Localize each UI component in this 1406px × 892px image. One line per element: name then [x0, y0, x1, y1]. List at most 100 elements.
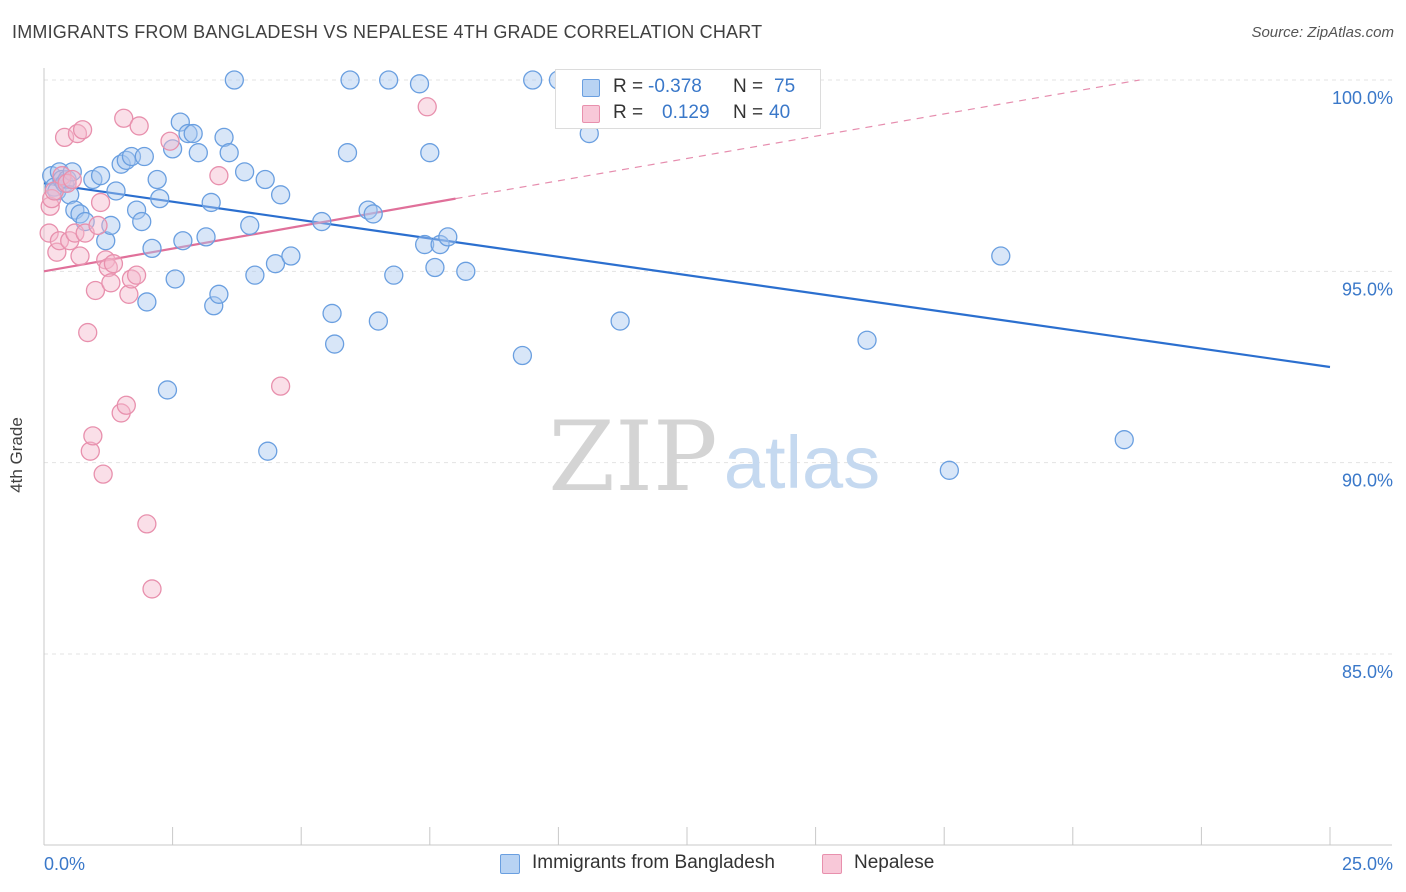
nepalese-point: [114, 108, 134, 128]
bangladesh-point: [178, 123, 198, 144]
bangladesh-point: [173, 231, 193, 251]
bangladesh-point: [1114, 430, 1134, 450]
x-tick-label: 0.0%: [44, 854, 85, 874]
bangladesh-point: [438, 227, 458, 247]
nepalese-point: [62, 169, 82, 190]
bangladesh-point: [196, 227, 216, 247]
nepalese-point: [209, 166, 229, 186]
bangladesh-point: [147, 169, 167, 190]
nepalese-point: [42, 188, 62, 209]
bangladesh-point: [214, 127, 234, 148]
nepalese-point: [142, 579, 162, 599]
bangladesh-point: [340, 70, 360, 90]
legend-label-nepalese: Nepalese: [854, 852, 935, 873]
bangladesh-point: [183, 123, 203, 144]
nepalese-point: [93, 464, 113, 484]
watermark-zip: ZIP: [548, 401, 717, 513]
nepalese-point: [80, 441, 100, 461]
bangladesh-point: [234, 162, 255, 182]
bangladesh-point: [420, 143, 440, 163]
r-value: 0.129: [662, 102, 710, 123]
nepalese-point: [83, 426, 103, 446]
bangladesh-point: [111, 154, 131, 174]
bangladesh-point: [265, 254, 286, 274]
nepalese-point: [129, 116, 149, 136]
bangladesh-point: [165, 269, 185, 289]
bangladesh-point: [363, 204, 383, 224]
n-label: N =: [733, 102, 764, 123]
source-credit: Source: ZipAtlas.com: [1251, 24, 1394, 41]
bangladesh-point: [157, 380, 178, 400]
bangladesh-point: [170, 112, 190, 132]
bangladesh-point: [425, 257, 445, 278]
bangladesh-point: [430, 234, 450, 255]
y-tick-label: 95.0%: [1342, 279, 1393, 299]
bangladesh-trendline: [43, 182, 1331, 369]
bangladesh-point: [255, 169, 275, 190]
legend-label-bangladesh: Immigrants from Bangladesh: [532, 852, 775, 873]
bangladesh-point: [368, 311, 389, 331]
bangladesh-point: [939, 460, 959, 480]
y-tick-label: 100.0%: [1332, 88, 1393, 108]
bangladesh-point: [188, 143, 208, 163]
bangladesh-point: [209, 284, 229, 304]
points-layer: [39, 70, 1134, 599]
nepalese-point: [270, 376, 291, 396]
nepalese-point: [57, 173, 77, 193]
nepalese-point: [88, 215, 108, 236]
nepalese-point: [70, 246, 90, 266]
nepalese-point: [116, 395, 136, 415]
stats-legend: R = -0.378 N = 75 R = 0.129 N = 40: [555, 69, 821, 129]
bangladesh-point: [245, 265, 265, 285]
nepalese-point: [119, 284, 139, 304]
x-tick-label: 25.0%: [1342, 854, 1393, 874]
y-tick-label: 90.0%: [1342, 471, 1393, 491]
chart-title: IMMIGRANTS FROM BANGLADESH VS NEPALESE 4…: [12, 22, 763, 42]
watermark: ZIP atlas: [548, 401, 880, 513]
r-label: R =: [613, 76, 644, 97]
watermark-atlas: atlas: [724, 421, 880, 504]
bangladesh-point: [62, 162, 82, 182]
nepalese-point: [85, 280, 106, 301]
n-value: 75: [774, 76, 796, 97]
bangladesh-point: [150, 188, 170, 209]
bangladesh-point: [378, 70, 399, 90]
bangladesh-point: [322, 303, 342, 324]
bangladesh-point: [224, 70, 244, 90]
bangladesh-point: [258, 441, 278, 461]
r-label: R =: [613, 102, 644, 123]
bangladesh-point: [204, 296, 224, 316]
bangladesh-point: [512, 345, 533, 366]
bangladesh-point: [60, 185, 80, 205]
tick-label-layer: 100.0% 95.0% 90.0% 85.0% 0.0% 25.0%: [44, 88, 1393, 874]
nepalese-point: [72, 120, 93, 140]
nepalese-point: [121, 269, 142, 289]
swatch-nepalese: [582, 105, 600, 123]
nepalese-point: [126, 265, 147, 285]
bangladesh-point: [96, 231, 116, 251]
series-legend: Immigrants from Bangladesh Nepalese: [0, 852, 1406, 878]
bangladesh-point: [132, 211, 152, 232]
nepalese-point: [160, 131, 180, 151]
nepalese-point: [98, 257, 118, 278]
nepalese-point: [67, 123, 88, 144]
nepalese-point: [65, 223, 85, 243]
axis-layer: [43, 68, 1392, 846]
bangladesh-point: [415, 234, 435, 255]
bangladesh-point: [134, 146, 154, 167]
nepalese-point: [39, 223, 59, 243]
nepalese-point: [137, 514, 157, 534]
bangladesh-point: [90, 166, 111, 186]
bangladesh-point: [610, 311, 630, 331]
legend-swatch-nepalese: [822, 854, 842, 874]
n-value: 40: [769, 102, 791, 123]
bangladesh-point: [116, 150, 136, 171]
bangladesh-point: [137, 292, 157, 312]
nepalese-point: [101, 273, 121, 293]
legend-swatch-bangladesh: [500, 854, 520, 874]
bangladesh-point: [337, 143, 358, 163]
nepalese-trendline-extension: [455, 79, 1140, 200]
bangladesh-point: [324, 334, 345, 354]
bangladesh-point: [126, 200, 147, 220]
bangladesh-point: [857, 330, 877, 350]
